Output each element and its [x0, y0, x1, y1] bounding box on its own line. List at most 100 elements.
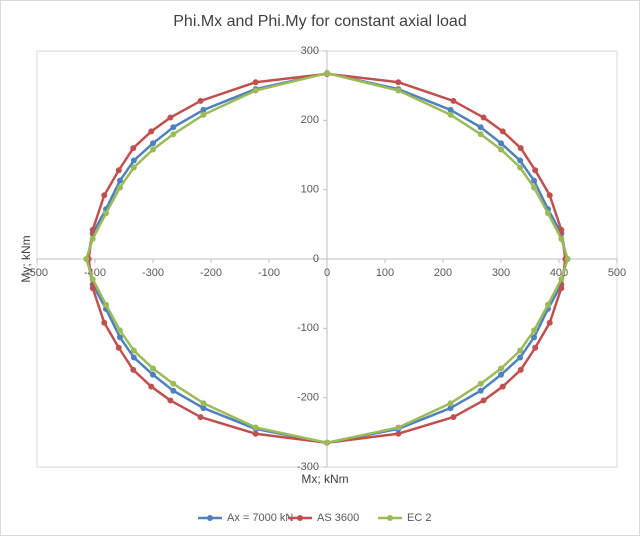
- point: [200, 111, 207, 118]
- point: [517, 354, 524, 361]
- point: [395, 87, 402, 94]
- point: [395, 424, 402, 431]
- point: [252, 424, 259, 431]
- point: [517, 347, 524, 354]
- point: [170, 387, 177, 394]
- y-tick-label: -200: [297, 392, 319, 404]
- point: [544, 210, 551, 217]
- point: [170, 124, 177, 131]
- point: [115, 344, 122, 351]
- legend-label: AS 3600: [317, 512, 359, 524]
- point: [200, 405, 207, 412]
- point: [499, 128, 506, 135]
- point: [200, 106, 207, 113]
- point: [130, 157, 137, 164]
- point: [115, 167, 122, 174]
- point: [89, 276, 96, 283]
- point: [517, 366, 524, 373]
- point: [148, 128, 155, 135]
- point: [498, 146, 504, 153]
- x-tick-label: -200: [200, 267, 222, 279]
- y-tick-label: -300: [297, 461, 319, 473]
- legend-label: Ax = 7000 kN: [227, 512, 293, 524]
- point: [89, 285, 96, 292]
- point: [544, 301, 551, 308]
- point: [531, 327, 538, 334]
- point: [150, 140, 156, 147]
- x-tick-label: -500: [26, 267, 48, 279]
- point: [531, 184, 538, 191]
- point: [324, 70, 330, 77]
- legend-marker: [207, 515, 213, 521]
- point: [395, 79, 402, 86]
- point: [477, 380, 484, 387]
- point: [170, 131, 177, 138]
- point: [101, 192, 108, 199]
- point: [116, 334, 123, 341]
- point: [101, 319, 108, 326]
- point: [150, 365, 156, 372]
- point: [148, 383, 155, 390]
- point: [89, 226, 96, 233]
- chart-title: Phi.Mx and Phi.My for constant axial loa…: [173, 13, 466, 30]
- point: [197, 97, 204, 104]
- point: [480, 397, 487, 404]
- x-tick-label: 200: [434, 267, 452, 279]
- point: [517, 157, 524, 164]
- point: [324, 439, 330, 446]
- y-tick-label: -100: [297, 322, 319, 334]
- x-tick-label: 500: [608, 267, 626, 279]
- x-tick-label: 0: [324, 267, 330, 279]
- point: [130, 347, 137, 354]
- y-tick-label: 200: [301, 114, 319, 126]
- point: [499, 383, 506, 390]
- point: [450, 414, 457, 421]
- point: [447, 111, 454, 118]
- point: [532, 344, 539, 351]
- point: [517, 164, 524, 171]
- point: [480, 114, 487, 121]
- point: [558, 276, 565, 283]
- point: [252, 87, 259, 94]
- point: [252, 430, 259, 437]
- point: [116, 177, 123, 184]
- legend-label: EC 2: [407, 512, 431, 524]
- point: [116, 327, 123, 334]
- point: [150, 371, 156, 378]
- point: [447, 106, 454, 113]
- y-tick-label: 0: [313, 253, 319, 265]
- point: [517, 145, 524, 152]
- x-tick-label: -300: [142, 267, 164, 279]
- point: [546, 192, 553, 199]
- point: [558, 235, 565, 242]
- point: [558, 226, 565, 233]
- point: [200, 400, 207, 407]
- point: [477, 131, 484, 138]
- point: [546, 319, 553, 326]
- point: [103, 301, 110, 308]
- x-axis-title: Mx; kNm: [301, 472, 348, 486]
- point: [450, 97, 457, 104]
- point: [89, 235, 96, 242]
- y-axis-title: My; kNm: [19, 235, 33, 282]
- point: [150, 146, 156, 153]
- point: [447, 400, 454, 407]
- y-tick-label: 300: [301, 45, 319, 57]
- point: [531, 334, 538, 341]
- point: [477, 387, 484, 394]
- point: [252, 79, 259, 86]
- point: [130, 366, 137, 373]
- x-tick-label: 100: [376, 267, 394, 279]
- point: [447, 405, 454, 412]
- point: [167, 397, 174, 404]
- point: [564, 256, 571, 262]
- legend-marker: [387, 515, 393, 521]
- point: [167, 114, 174, 121]
- point: [130, 164, 137, 171]
- point: [558, 285, 565, 292]
- point: [83, 256, 90, 262]
- x-tick-label: -400: [84, 267, 106, 279]
- point: [498, 365, 504, 372]
